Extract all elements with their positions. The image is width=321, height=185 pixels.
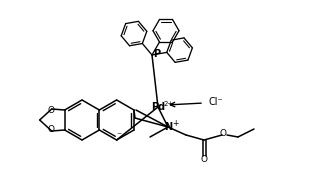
Text: N: N [164, 122, 172, 132]
Text: O: O [201, 156, 207, 164]
Text: O: O [220, 130, 227, 139]
Text: Cl⁻: Cl⁻ [209, 97, 223, 107]
Text: +: + [172, 119, 178, 127]
Text: Pd: Pd [151, 102, 165, 112]
Text: 2+: 2+ [164, 101, 174, 107]
Text: ⁻: ⁻ [116, 131, 121, 141]
Text: O: O [47, 125, 54, 134]
Text: P: P [153, 49, 160, 59]
Text: O: O [47, 105, 54, 115]
